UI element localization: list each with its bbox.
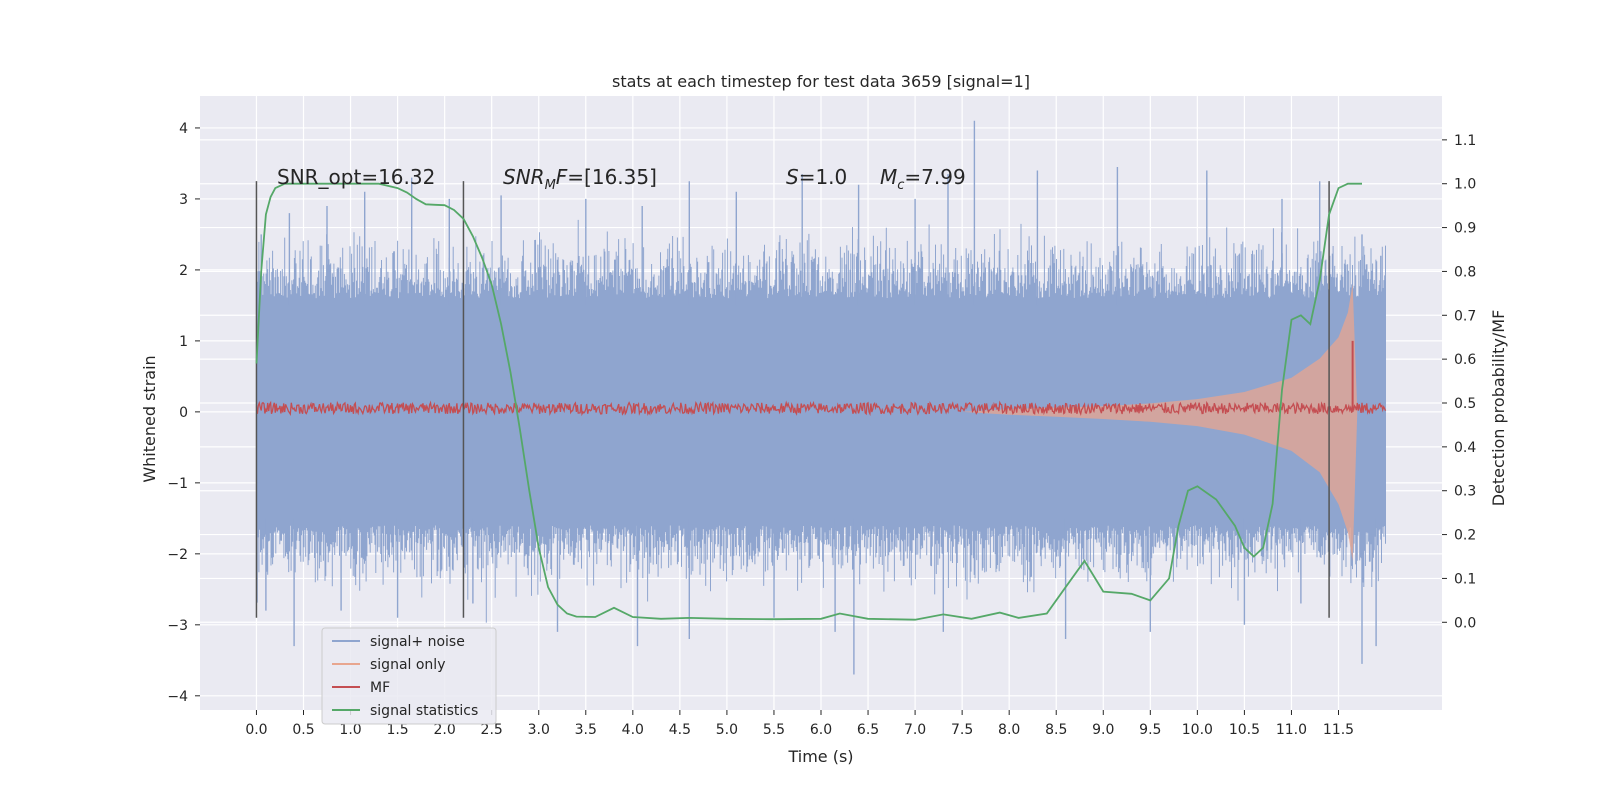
annotation-snr-mf-rest: =[16.35]: [567, 165, 657, 189]
y-tick-label: −2: [167, 547, 188, 563]
y-tick-label: 3: [179, 192, 188, 208]
x-tick-label: 4.0: [622, 722, 644, 738]
legend-label: MF: [370, 680, 390, 696]
legend-label: signal statistics: [370, 703, 478, 719]
y2-tick-label: 0.6: [1454, 352, 1476, 368]
y-tick-label: −1: [167, 476, 188, 492]
signal-statistics-line: [255, 182, 1362, 621]
x-tick-label: 4.5: [669, 722, 691, 738]
mf-trace: [255, 400, 1387, 417]
x-tick-label: 8.0: [998, 722, 1020, 738]
annotation-mc: Mc=7.99: [880, 165, 966, 193]
y2-tick-label: 0.4: [1454, 440, 1476, 456]
annotation-snr-mf-f: F: [556, 165, 568, 189]
x-tick-label: 0.0: [245, 722, 267, 738]
x-tick-label: 6.5: [857, 722, 879, 738]
annotation-mc-sub: c: [897, 178, 904, 193]
x-tick-label: 0.5: [292, 722, 314, 738]
annotation-s-symbol: S: [786, 165, 799, 189]
y2-tick-label: 0.2: [1454, 528, 1476, 544]
x-tick-label: 5.5: [763, 722, 785, 738]
annotation-snr-opt: SNR_opt=16.32: [277, 165, 435, 189]
x-tick-label: 10.0: [1182, 722, 1213, 738]
y2-tick-label: 0.8: [1454, 264, 1476, 280]
x-tick-label: 7.0: [904, 722, 926, 738]
y-tick-label: 2: [179, 263, 188, 279]
y2-tick-label: 0.5: [1454, 396, 1476, 412]
y2-tick-label: 1.1: [1454, 133, 1476, 149]
x-tick-label: 10.5: [1229, 722, 1260, 738]
y2-axis-label: Detection probability/MF: [1489, 310, 1508, 507]
y-tick-label: −4: [167, 689, 188, 705]
y2-tick-label: 0.7: [1454, 308, 1476, 324]
x-tick-label: 6.0: [810, 722, 832, 738]
chart-title: stats at each timestep for test data 365…: [612, 72, 1030, 91]
x-tick-label: 1.0: [339, 722, 361, 738]
signal-only-series: [962, 284, 1358, 561]
y-tick-label: 0: [179, 405, 188, 421]
x-axis-ticks: 0.0 0.5 1.0 1.5 2.0 2.5 3.0 3.5 4.0 4.5 5.0 5.5 6.0 6…: [245, 710, 1354, 738]
signal-statistics-series: [255, 182, 1362, 621]
y2-tick-label: 0.0: [1454, 615, 1476, 631]
x-tick-label: 2.5: [481, 722, 503, 738]
y2-tick-label: 1.0: [1454, 177, 1476, 193]
x-tick-label: 2.0: [434, 722, 456, 738]
x-tick-label: 3.0: [528, 722, 550, 738]
x-tick-label: 5.0: [716, 722, 738, 738]
legend-label: signal only: [370, 657, 445, 673]
annotation-snr-mf: SNRMF=[16.35]: [503, 165, 657, 193]
y2-axis-ticks: 0.0 0.1 0.2 0.3 0.4 0.5 0.6 0.7 0.8 0.9 1.0 1.1: [1442, 133, 1476, 631]
x-tick-label: 11.5: [1323, 722, 1354, 738]
y2-tick-label: 0.9: [1454, 221, 1476, 237]
y-tick-label: 1: [179, 334, 188, 350]
x-tick-label: 9.0: [1092, 722, 1114, 738]
annotation-s-value: =1.0: [799, 165, 848, 189]
x-tick-label: 8.5: [1045, 722, 1067, 738]
mf-series: [255, 340, 1387, 417]
x-tick-label: 7.5: [951, 722, 973, 738]
legend: signal+ noise signal only MF signal statist…: [321, 627, 497, 725]
annotations: SNR_opt=16.32 SNRMF=[16.35] S=1.0 Mc=7.9…: [277, 165, 966, 193]
annotation-snr-mf-base: SNR: [503, 165, 545, 189]
x-tick-label: 9.5: [1139, 722, 1161, 738]
x-axis-label: Time (s): [787, 747, 853, 766]
annotation-mc-base: M: [880, 165, 897, 189]
y2-tick-label: 0.1: [1454, 571, 1476, 587]
signal-only-waveform: [962, 284, 1358, 561]
y-axis-label: Whitened strain: [140, 355, 159, 482]
x-tick-label: 3.5: [575, 722, 597, 738]
annotation-s: S=1.0: [786, 165, 847, 189]
y-axis-ticks: −4 −3 −2 −1 0 1 2 3 4: [167, 121, 200, 705]
y-tick-label: 4: [179, 121, 188, 137]
legend-label: signal+ noise: [370, 634, 465, 650]
annotation-snr-mf-sub: M: [545, 178, 556, 193]
legend-box: [321, 627, 497, 725]
annotation-mc-value: =7.99: [904, 165, 965, 189]
vertical-markers: [255, 181, 1330, 618]
y2-tick-label: 0.3: [1454, 484, 1476, 500]
x-tick-label: 11.0: [1276, 722, 1307, 738]
x-tick-label: 1.5: [386, 722, 408, 738]
y-tick-label: −3: [167, 618, 188, 634]
